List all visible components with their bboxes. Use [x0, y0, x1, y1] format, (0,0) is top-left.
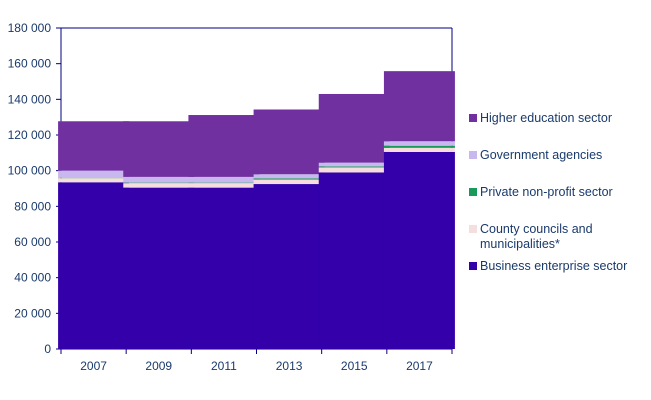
bar-segment [123, 187, 195, 349]
bar-segment [58, 182, 130, 349]
bar-segment [383, 145, 455, 148]
bar-segment [318, 166, 390, 168]
x-tick-label: 2017 [406, 359, 433, 373]
bar-segment [188, 176, 260, 183]
legend-swatch [469, 151, 477, 159]
bar-segment [123, 182, 195, 184]
bar-segment [253, 179, 325, 185]
y-axis: 0 20 000 40 000 60 000 80 000 100 000 120 000 1… [8, 21, 453, 356]
legend-swatch [469, 262, 477, 270]
bar-segment [123, 183, 195, 188]
y-tick-label: 80 000 [14, 199, 51, 213]
legend-swatch [469, 114, 477, 122]
bar-segment [383, 71, 455, 142]
legend-label: Higher education sector [480, 111, 612, 125]
x-tick-label: 2009 [145, 359, 172, 373]
legend-swatch [469, 188, 477, 196]
bar-segment [58, 170, 130, 178]
x-tick-label: 2015 [341, 359, 368, 373]
bar-segment [123, 176, 195, 183]
y-tick-label: 0 [44, 342, 51, 356]
bar-segment [383, 147, 455, 152]
bar-segment [188, 187, 260, 349]
y-tick-label: 40 000 [14, 271, 51, 285]
bar-segment [318, 172, 390, 349]
bars [58, 71, 455, 349]
y-tick-label: 180 000 [8, 21, 52, 35]
bar-segment [253, 178, 325, 180]
legend-swatch [469, 225, 477, 233]
bar-segment [188, 115, 260, 177]
legend-label: County councils and [480, 222, 593, 236]
x-tick-label: 2013 [276, 359, 303, 373]
bar-segment [188, 183, 260, 188]
x-axis: 2007 2009 2011 2013 2015 2017 [60, 348, 453, 373]
y-tick-label: 60 000 [14, 235, 51, 249]
y-tick-label: 100 000 [8, 164, 52, 178]
legend: Higher education sector Government agenci… [469, 111, 627, 273]
legend-label: municipalities* [480, 237, 560, 251]
bar-segment [253, 109, 325, 175]
y-tick-label: 120 000 [8, 128, 52, 142]
x-tick-label: 2007 [80, 359, 107, 373]
bar-segment [58, 178, 130, 183]
bar-segment [253, 184, 325, 349]
legend-label: Private non-profit sector [480, 185, 613, 199]
bar-segment [383, 141, 455, 146]
y-tick-label: 160 000 [8, 57, 52, 71]
bar-segment [188, 182, 260, 184]
bar-segment [318, 162, 390, 167]
y-tick-label: 20 000 [14, 306, 51, 320]
bar-segment [58, 121, 130, 171]
y-tick-label: 140 000 [8, 92, 52, 106]
legend-label: Business enterprise sector [480, 259, 627, 273]
x-tick-label: 2011 [211, 359, 237, 373]
legend-label: Government agencies [480, 148, 602, 162]
bar-segment [318, 167, 390, 173]
bar-segment [318, 93, 390, 163]
bar-segment [253, 174, 325, 179]
bar-segment [383, 151, 455, 349]
bar-segment [123, 121, 195, 177]
